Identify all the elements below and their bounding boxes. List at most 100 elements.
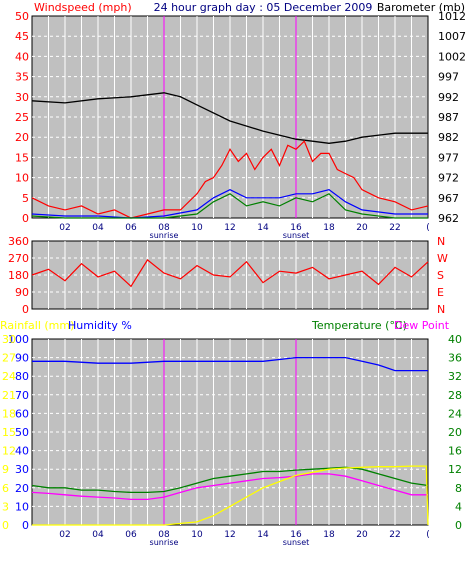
direction-tick-label: 360	[8, 235, 29, 248]
barometer-tick-label: 987	[438, 111, 459, 124]
x-tick-label: 22	[389, 223, 400, 233]
x-tick-label: 16	[290, 223, 302, 233]
series-barometer-line	[31, 92, 428, 144]
windspeed-axis-title: Windspeed (mph)	[34, 1, 132, 14]
compass-label: N	[437, 235, 445, 248]
sunset-label: sunset	[283, 538, 310, 547]
windspeed-tick-label: 40	[15, 50, 29, 63]
windspeed-tick-label: 10	[15, 172, 29, 185]
x-tick-label: 06	[125, 530, 137, 540]
rain-tick-label: 3	[2, 500, 9, 513]
x-tick-label: 12	[224, 223, 235, 233]
windspeed-tick-label: 50	[15, 10, 29, 23]
rain-tick-label: 0	[2, 519, 9, 532]
temp-tick-label: 8	[455, 482, 462, 495]
humidity-tick-label: 80	[15, 370, 29, 383]
temperature-axis-title: Temperature (°C)	[311, 319, 407, 332]
barometer-tick-label: 977	[438, 151, 459, 164]
x-tick-label: 20	[356, 530, 368, 540]
x-tick-label: 10	[191, 223, 203, 233]
x-tick-label: 08	[158, 223, 170, 233]
x-tick-label: 14	[257, 223, 269, 233]
rain-tick-label: 15	[2, 426, 16, 439]
rain-tick-label: 6	[2, 482, 9, 495]
humidity-tick-label: 30	[15, 463, 29, 476]
temp-tick-label: 16	[448, 445, 462, 458]
windspeed-tick-label: 35	[15, 71, 29, 84]
sunset-label: sunset	[283, 231, 310, 240]
barometer-tick-label: 1002	[438, 50, 466, 63]
temp-tick-label: 24	[448, 407, 462, 420]
x-tick-label: 10	[191, 530, 203, 540]
temp-tick-label: 12	[448, 463, 462, 476]
wind-baro-series	[31, 92, 429, 219]
x-tick-label: 02	[59, 223, 70, 233]
humidity-tick-label: 100	[8, 333, 29, 346]
direction-tick-label: 180	[8, 269, 29, 282]
windspeed-tick-label: 0	[22, 212, 29, 225]
humidity-tick-label: 40	[15, 445, 29, 458]
humidity-tick-label: 90	[15, 352, 29, 365]
x-tick-label: 06	[125, 223, 137, 233]
rainfall-axis-title: Rainfall (mm)	[0, 319, 74, 332]
temp-tick-label: 32	[448, 370, 462, 383]
rain-tick-label: 24	[2, 370, 16, 383]
rain-tick-label: 9	[2, 463, 9, 476]
windspeed-tick-label: 5	[22, 192, 29, 205]
windspeed-tick-label: 25	[15, 111, 29, 124]
windspeed-tick-label: 45	[15, 30, 29, 43]
x-tick-label: 04	[92, 530, 104, 540]
series-humidity-line	[32, 356, 428, 372]
x-tick-label: 16	[290, 530, 302, 540]
rain-tick-label: 21	[2, 389, 16, 402]
rain-tick-label: 18	[2, 407, 16, 420]
compass-label: N	[437, 303, 445, 316]
wind-baro-grid	[32, 16, 428, 218]
sunrise-label: sunrise	[150, 231, 179, 240]
barometer-tick-label: 972	[438, 172, 459, 185]
humidity-tick-label: 0	[22, 519, 29, 532]
windspeed-tick-label: 30	[15, 91, 29, 104]
direction-tick-label: 0	[22, 303, 29, 316]
temp-tick-label: 4	[455, 500, 462, 513]
direction-series	[31, 259, 429, 288]
x-tick-label: 14	[257, 530, 269, 540]
rain-tick-label: 27	[2, 352, 16, 365]
x-tick-label: 18	[323, 223, 335, 233]
dewpoint-axis-title: Dew Point	[394, 319, 450, 332]
x-tick-label: 12	[224, 530, 235, 540]
temp-tick-label: 28	[448, 389, 462, 402]
barometer-tick-label: 1007	[438, 30, 466, 43]
compass-label: S	[437, 269, 444, 282]
x-tick-label: 20	[356, 223, 368, 233]
x-tick-label: (	[426, 223, 430, 233]
humidity-tick-label: 60	[15, 407, 29, 420]
direction-grid	[32, 241, 428, 309]
temp-panel: 0102030405060708090100036912151821242730…	[0, 319, 462, 547]
barometer-tick-label: 992	[438, 91, 459, 104]
wind-baro-axis-labels: 0 5 10 15 20 25 30 35 40 45 50 962 967 972 977 982 987 99…	[15, 10, 466, 240]
windspeed-tick-label: 15	[15, 151, 29, 164]
humidity-axis-title: Humidity %	[68, 319, 132, 332]
temp-axis-labels: 0102030405060708090100036912151821242730…	[2, 333, 462, 547]
humidity-tick-label: 10	[15, 500, 29, 513]
barometer-tick-label: 982	[438, 131, 459, 144]
barometer-tick-label: 1012	[438, 10, 466, 23]
compass-label: E	[437, 286, 444, 299]
wind-baro-panel: 0 5 10 15 20 25 30 35 40 45 50 962 967 972 977 982 987 99…	[15, 1, 466, 240]
x-tick-label: 22	[389, 530, 400, 540]
x-tick-label: (	[426, 530, 430, 540]
temp-tick-label: 40	[448, 333, 462, 346]
direction-tick-label: 90	[15, 286, 29, 299]
windspeed-tick-label: 20	[15, 131, 29, 144]
humidity-tick-label: 50	[15, 426, 29, 439]
barometer-axis-title: Barometer (mb)	[377, 1, 465, 14]
temp-series	[31, 356, 429, 526]
barometer-tick-label: 997	[438, 71, 459, 84]
barometer-tick-label: 962	[438, 212, 459, 225]
series-temperature-line	[31, 466, 429, 494]
temp-tick-label: 36	[448, 352, 462, 365]
humidity-tick-label: 70	[15, 389, 29, 402]
